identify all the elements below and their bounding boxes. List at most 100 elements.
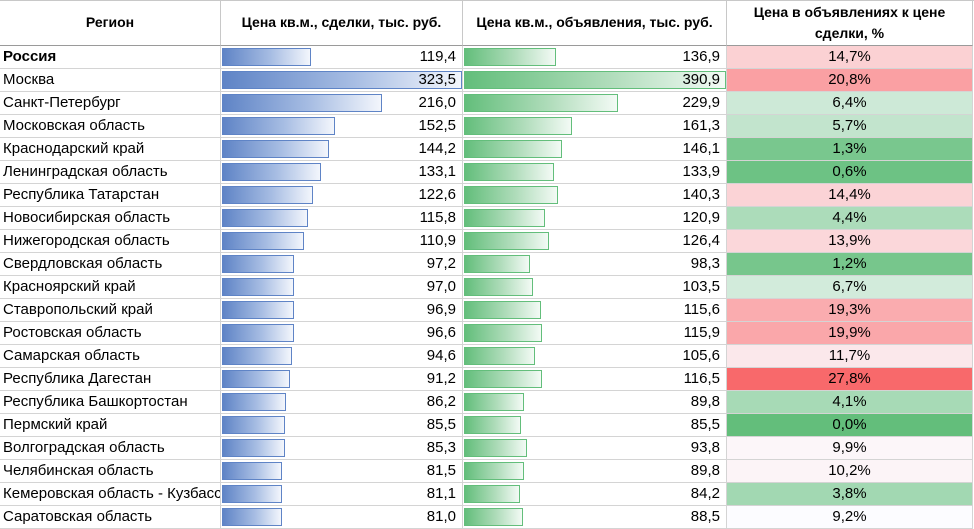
table-row: Республика Башкортостан 86,2 89,8 4,1%	[0, 391, 974, 414]
ad-price-cell: 89,8	[463, 391, 727, 414]
deal-price-cell: 81,1	[221, 483, 463, 506]
ad-price-bar	[464, 209, 545, 227]
ad-price-bar	[464, 416, 521, 434]
ad-price-bar	[464, 140, 562, 158]
region-cell: Санкт-Петербург	[0, 92, 221, 115]
table-row: Челябинская область 81,5 89,8 10,2%	[0, 460, 974, 483]
region-cell: Ростовская область	[0, 322, 221, 345]
table-row: Ставропольский край 96,9 115,6 19,3%	[0, 299, 974, 322]
ad-price-cell: 89,8	[463, 460, 727, 483]
ad-price-cell: 133,9	[463, 161, 727, 184]
deal-price-bar	[222, 209, 308, 227]
markup-pct-cell: 19,9%	[727, 322, 973, 345]
deal-price-bar	[222, 416, 285, 434]
deal-price-value: 115,8	[419, 209, 456, 226]
table-row: Свердловская область 97,2 98,3 1,2%	[0, 253, 974, 276]
deal-price-cell: 96,9	[221, 299, 463, 322]
ad-price-bar	[464, 462, 524, 480]
markup-pct-cell: 19,3%	[727, 299, 973, 322]
deal-price-cell: 91,2	[221, 368, 463, 391]
ad-price-cell: 84,2	[463, 483, 727, 506]
ad-price-value: 103,5	[682, 278, 720, 295]
header-region: Регион	[0, 0, 221, 46]
deal-price-bar	[222, 186, 313, 204]
ad-price-value: 89,8	[690, 393, 720, 410]
table-row: Московская область 152,5 161,3 5,7%	[0, 115, 974, 138]
deal-price-bar	[222, 278, 294, 296]
ad-price-value: 133,9	[682, 163, 720, 180]
region-cell: Республика Башкортостан	[0, 391, 221, 414]
table-row: Ростовская область 96,6 115,9 19,9%	[0, 322, 974, 345]
deal-price-cell: 133,1	[221, 161, 463, 184]
markup-pct-cell: 6,7%	[727, 276, 973, 299]
deal-price-cell: 96,6	[221, 322, 463, 345]
region-cell: Свердловская область	[0, 253, 221, 276]
ad-price-cell: 140,3	[463, 184, 727, 207]
table-row: Краснодарский край 144,2 146,1 1,3%	[0, 138, 974, 161]
deal-price-value: 96,9	[426, 301, 456, 318]
markup-pct-cell: 0,6%	[727, 161, 973, 184]
region-cell: Республика Дагестан	[0, 368, 221, 391]
deal-price-value: 81,1	[426, 485, 456, 502]
ad-price-bar	[464, 117, 572, 135]
ad-price-cell: 105,6	[463, 345, 727, 368]
table-row: Саратовская область 81,0 88,5 9,2%	[0, 506, 974, 529]
ad-price-cell: 116,5	[463, 368, 727, 391]
markup-pct-cell: 14,7%	[727, 46, 973, 69]
region-cell: Саратовская область	[0, 506, 221, 529]
header-deal-price: Цена кв.м., сделки, тыс. руб.	[221, 0, 463, 46]
table-row: Кемеровская область - Кузбасс 81,1 84,2 3,8…	[0, 483, 974, 506]
region-cell: Московская область	[0, 115, 221, 138]
table-row: Самарская область 94,6 105,6 11,7%	[0, 345, 974, 368]
markup-pct-cell: 4,1%	[727, 391, 973, 414]
deal-price-value: 97,2	[426, 255, 456, 272]
ad-price-cell: 115,6	[463, 299, 727, 322]
deal-price-value: 81,5	[426, 462, 456, 479]
deal-price-cell: 85,5	[221, 414, 463, 437]
region-cell: Пермский край	[0, 414, 221, 437]
ad-price-bar	[464, 485, 520, 503]
ad-price-bar	[464, 278, 533, 296]
region-cell: Москва	[0, 69, 221, 92]
table-row: Ленинградская область 133,1 133,9 0,6%	[0, 161, 974, 184]
deal-price-bar	[222, 117, 335, 135]
deal-price-value: 323,5	[418, 71, 456, 88]
ad-price-bar	[464, 232, 549, 250]
ad-price-value: 84,2	[690, 485, 720, 502]
deal-price-cell: 81,0	[221, 506, 463, 529]
table-row: Республика Татарстан 122,6 140,3 14,4%	[0, 184, 974, 207]
markup-pct-cell: 6,4%	[727, 92, 973, 115]
ad-price-bar	[464, 508, 523, 526]
ad-price-bar	[464, 71, 726, 89]
ad-price-bar	[464, 255, 530, 273]
region-cell: Волгоградская область	[0, 437, 221, 460]
header-markup-pct: Цена в объявлениях к цене сделки, %	[727, 0, 973, 46]
ad-price-cell: 229,9	[463, 92, 727, 115]
table-row: Москва 323,5 390,9 20,8%	[0, 69, 974, 92]
ad-price-cell: 85,5	[463, 414, 727, 437]
ad-price-cell: 146,1	[463, 138, 727, 161]
ad-price-cell: 161,3	[463, 115, 727, 138]
markup-pct-cell: 27,8%	[727, 368, 973, 391]
ad-price-cell: 126,4	[463, 230, 727, 253]
region-cell: Россия	[0, 46, 221, 69]
ad-price-cell: 115,9	[463, 322, 727, 345]
deal-price-value: 152,5	[418, 117, 456, 134]
deal-price-bar	[222, 71, 462, 89]
ad-price-cell: 98,3	[463, 253, 727, 276]
deal-price-cell: 86,2	[221, 391, 463, 414]
ad-price-value: 161,3	[682, 117, 720, 134]
deal-price-bar	[222, 347, 292, 365]
ad-price-bar	[464, 439, 527, 457]
ad-price-cell: 136,9	[463, 46, 727, 69]
deal-price-bar	[222, 255, 294, 273]
deal-price-value: 119,4	[419, 48, 456, 65]
region-cell: Челябинская область	[0, 460, 221, 483]
ad-price-bar	[464, 94, 618, 112]
ad-price-bar	[464, 48, 556, 66]
region-cell: Республика Татарстан	[0, 184, 221, 207]
deal-price-bar	[222, 94, 382, 112]
ad-price-value: 140,3	[682, 186, 720, 203]
deal-price-value: 85,5	[426, 416, 456, 433]
region-cell: Ставропольский край	[0, 299, 221, 322]
